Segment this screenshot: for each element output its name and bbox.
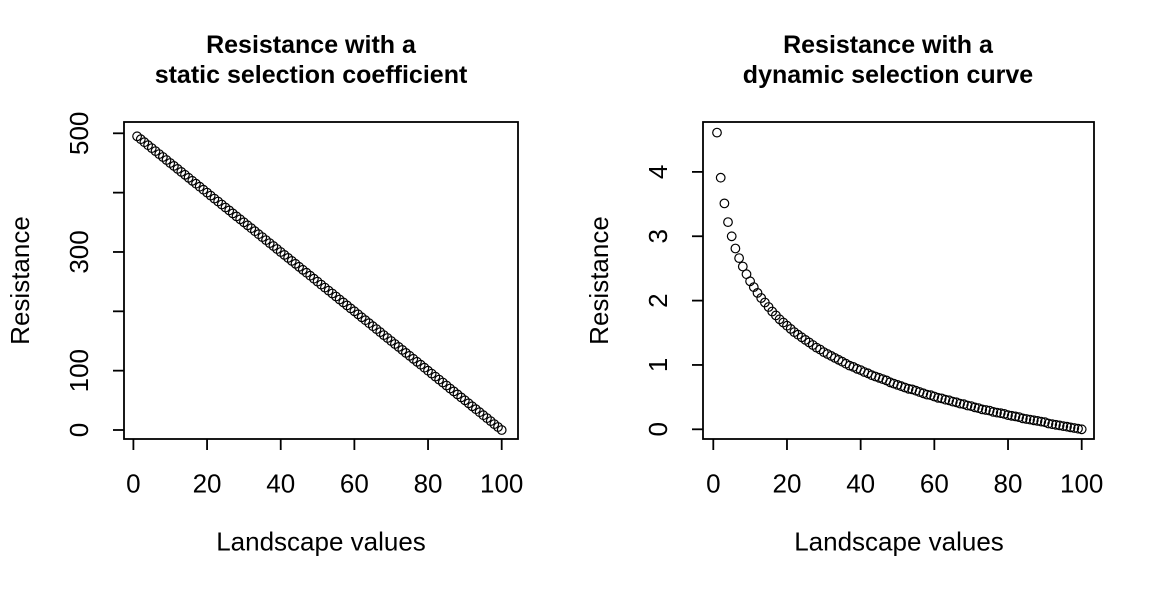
data-point	[933, 392, 943, 403]
x-tick-label: 20	[773, 469, 802, 499]
data-point	[1069, 423, 1080, 433]
data-point	[1025, 414, 1035, 425]
x-tick-label: 80	[414, 469, 443, 499]
data-point	[995, 408, 1006, 419]
plot-area: 0 20 40 60 80 100 0 100 300 500	[64, 112, 523, 499]
plot-area: 0 20 40 60 80 100 0 1 2 3 4	[643, 121, 1103, 499]
y-tick-label: 3	[643, 229, 673, 243]
data-point	[1032, 416, 1043, 426]
data-point	[726, 231, 737, 242]
x-tick-label: 60	[340, 469, 369, 499]
y-tick-label: 0	[64, 423, 94, 437]
data-point	[734, 253, 744, 264]
data-point	[992, 407, 1002, 418]
data-point	[723, 217, 733, 228]
chart-title-line-1: Resistance with a	[783, 31, 994, 59]
x-tick-label: 100	[1060, 469, 1103, 499]
y-axis-label: Resistance	[584, 216, 614, 345]
data-point	[785, 324, 796, 334]
x-tick-label: 80	[994, 469, 1023, 499]
data-point	[1076, 424, 1087, 435]
y-axis-label: Resistance	[5, 216, 35, 345]
data-point	[1050, 419, 1061, 430]
data-point	[1054, 420, 1065, 431]
data-point	[730, 243, 741, 254]
data-point	[1062, 421, 1072, 432]
data-point	[1010, 411, 1021, 422]
x-axis-label: Landscape values	[794, 527, 1004, 557]
data-point	[981, 405, 991, 415]
x-axis-label: Landscape values	[216, 527, 426, 557]
chart-title-line-1: Resistance with a	[206, 31, 417, 59]
data-point	[962, 400, 973, 411]
data-point	[1047, 419, 1058, 430]
data-point	[715, 172, 726, 183]
data-point	[1006, 410, 1017, 421]
data-point	[1065, 422, 1076, 433]
data-point	[1021, 414, 1032, 424]
y-tick-label: 4	[643, 165, 673, 179]
x-tick-label: 0	[126, 469, 140, 499]
chart-title-line-2: dynamic selection curve	[743, 61, 1034, 89]
y-tick-label: 2	[643, 293, 673, 307]
y-tick-label: 0	[643, 422, 673, 436]
data-point	[903, 383, 914, 394]
data-point	[1058, 421, 1069, 432]
data-point	[970, 402, 980, 413]
data-point	[940, 394, 951, 405]
data-point	[712, 127, 722, 138]
x-tick-label: 0	[706, 469, 720, 499]
data-point	[496, 425, 507, 435]
y-tick-label: 500	[64, 112, 94, 155]
data-point	[1073, 423, 1083, 434]
data-point	[719, 198, 730, 209]
x-tick-label: 40	[266, 469, 295, 499]
y-tick-label: 1	[643, 358, 673, 372]
data-point	[1003, 410, 1013, 421]
plot-frame	[123, 121, 519, 440]
panel-dynamic-selection: Resistance with a dynamic selection curv…	[584, 31, 1103, 557]
data-point	[1017, 413, 1028, 424]
x-tick-label: 40	[846, 469, 875, 499]
data-point	[1028, 415, 1039, 426]
y-tick-label: 300	[64, 230, 94, 273]
data-point	[1043, 418, 1054, 429]
chart-title-line-2: static selection coefficient	[155, 61, 468, 89]
x-tick-label: 100	[480, 469, 523, 499]
data-point	[947, 396, 958, 407]
panel-static-selection: Resistance with a static selection coeff…	[5, 31, 523, 557]
x-tick-label: 20	[193, 469, 222, 499]
data-point	[1036, 416, 1047, 427]
plot-frame	[702, 121, 1095, 440]
x-tick-label: 60	[920, 469, 949, 499]
data-point	[922, 389, 932, 400]
data-point	[988, 407, 999, 417]
data-point	[977, 404, 988, 415]
data-point	[737, 261, 748, 272]
data-point	[955, 398, 965, 409]
y-tick-label: 100	[64, 349, 94, 392]
